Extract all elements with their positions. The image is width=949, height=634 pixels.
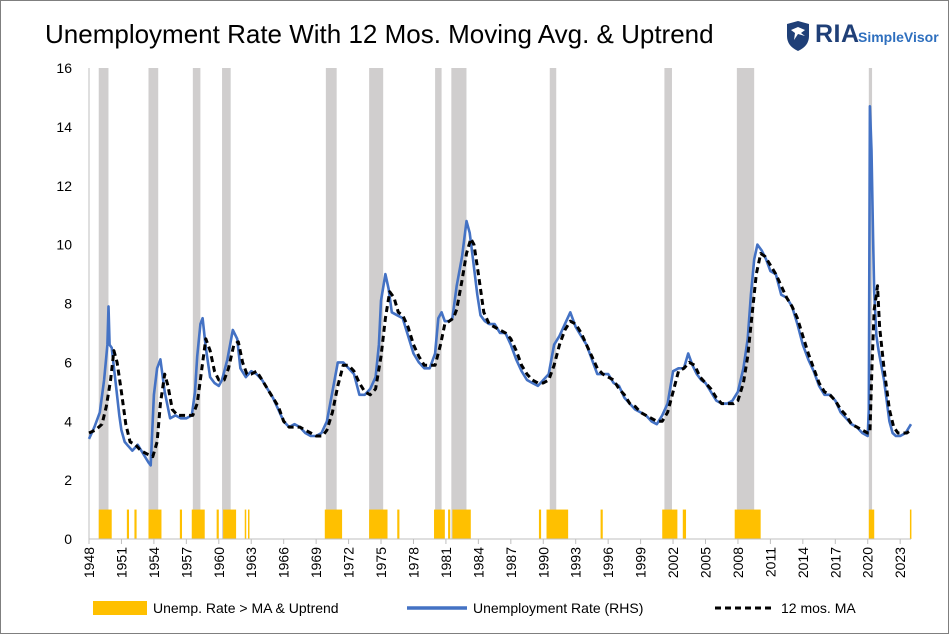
x-tick-label: 1987 [503, 547, 519, 578]
x-tick-label: 1993 [568, 547, 584, 578]
y-tick-label: 8 [64, 296, 72, 312]
recession-band [369, 68, 384, 539]
logo-brand: RIA [815, 20, 860, 48]
x-tick-label: 1960 [211, 547, 227, 578]
legend-item-ma: 12 mos. MA [715, 598, 856, 618]
recession-band [222, 68, 231, 539]
x-tick-label: 2023 [892, 547, 908, 578]
x-tick-label: 2008 [730, 547, 746, 578]
signal-bar [538, 509, 542, 539]
signal-bar [546, 509, 569, 539]
legend: Unemp. Rate > MA & Uptrend Unemployment … [1, 598, 948, 620]
x-tick-label: 1978 [405, 547, 421, 578]
recession-band [435, 68, 442, 539]
recession-bands [98, 68, 873, 539]
signal-bar [734, 509, 761, 539]
eagle-shield-icon [787, 21, 809, 51]
signal-bar [134, 509, 137, 539]
signal-bars [98, 509, 912, 539]
x-tick-label: 1951 [113, 547, 129, 578]
legend-item-unemployment: Unemployment Rate (RHS) [407, 598, 643, 618]
x-tick-label: 1972 [341, 547, 357, 578]
signal-bar [216, 509, 219, 539]
x-tick-label: 1984 [470, 547, 486, 578]
moving-average-line [88, 237, 912, 459]
x-tick-label: 2017 [827, 547, 843, 578]
signal-bar [223, 509, 237, 539]
x-tick-label: 1999 [633, 547, 649, 578]
y-tick-label: 6 [64, 354, 72, 370]
x-tick-label: 1990 [535, 547, 551, 578]
y-tick-label: 0 [64, 531, 72, 547]
x-tick-label: 2005 [698, 547, 714, 578]
signal-bar [179, 509, 183, 539]
recession-band [325, 68, 337, 539]
signal-bar [397, 509, 400, 539]
y-tick-label: 12 [56, 178, 72, 194]
x-tick-label: 1948 [81, 547, 97, 578]
signal-bar [191, 509, 205, 539]
series-lines [87, 105, 913, 467]
signal-bar [452, 509, 471, 539]
signal-bar [868, 509, 875, 539]
ria-simplevisor-logo: RIA SimpleVisor [785, 19, 939, 55]
chart-title: Unemployment Rate With 12 Mos. Moving Av… [45, 19, 714, 49]
signal-bar [244, 509, 247, 539]
signal-bar [662, 509, 678, 539]
signal-bar [448, 509, 451, 539]
signal-bar [369, 509, 388, 539]
y-tick-label: 4 [64, 413, 72, 429]
x-tick-label: 2011 [762, 547, 778, 577]
x-tick-label: 2020 [860, 547, 876, 578]
signal-bar [909, 509, 912, 539]
y-tick-label: 14 [56, 119, 72, 135]
legend-swatch-unemployment [407, 606, 467, 610]
signal-bar [324, 509, 343, 539]
logo-product: SimpleVisor [858, 29, 939, 45]
recession-band [549, 68, 557, 539]
y-tick-label: 10 [56, 237, 72, 253]
recession-band [148, 68, 159, 539]
signal-bar [98, 509, 112, 539]
recession-band [98, 68, 109, 539]
x-tick-label: 1966 [276, 547, 292, 578]
recession-band [192, 68, 201, 539]
signal-bar [682, 509, 687, 539]
recession-band [664, 68, 672, 539]
x-tick-label: 1981 [438, 547, 454, 578]
signal-bar [148, 509, 162, 539]
legend-label-unemployment: Unemployment Rate (RHS) [473, 600, 644, 616]
legend-swatch-signal [93, 601, 147, 615]
legend-label-signal: Unemp. Rate > MA & Uptrend [153, 600, 339, 616]
x-tick-label: 1957 [178, 547, 194, 578]
x-tick-label: 1969 [308, 547, 324, 578]
signal-bar [126, 509, 130, 539]
signal-bar [247, 509, 250, 539]
unemployment-chart: 0 2 4 6 8 10 12 14 16 1948 1951 1954 1957 1960 1963 196… [56, 60, 913, 578]
y-tick-label: 2 [64, 472, 72, 488]
recession-band [736, 68, 755, 539]
x-tick-label: 1975 [373, 547, 389, 578]
legend-label-ma: 12 mos. MA [781, 600, 856, 616]
unemployment-rate-line [87, 105, 913, 467]
x-tick-label: 2014 [795, 547, 811, 578]
legend-item-signal: Unemp. Rate > MA & Uptrend [93, 598, 339, 618]
signal-bar [434, 509, 445, 539]
legend-swatch-ma [715, 606, 775, 610]
x-tick-label: 1954 [146, 547, 162, 578]
axes: 0 2 4 6 8 10 12 14 16 1948 1951 1954 1957 1960 1963 196… [56, 60, 911, 578]
x-tick-label: 2002 [665, 547, 681, 578]
x-tick-label: 1963 [243, 547, 259, 578]
signal-bar [600, 509, 603, 539]
x-tick-label: 1996 [600, 547, 616, 578]
y-tick-label: 16 [56, 60, 72, 76]
